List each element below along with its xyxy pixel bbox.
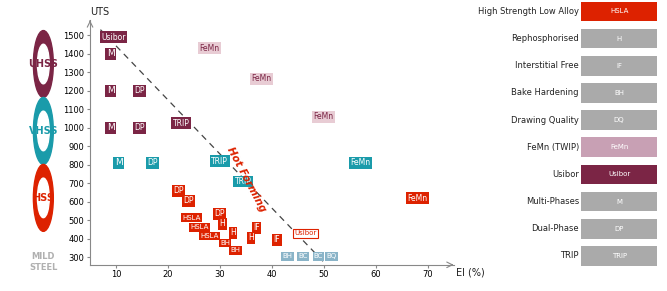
- Text: H: H: [248, 233, 254, 242]
- Text: H: H: [219, 219, 225, 228]
- Text: BC: BC: [298, 253, 307, 260]
- FancyBboxPatch shape: [581, 56, 657, 76]
- Text: BH: BH: [614, 90, 624, 96]
- Text: DP: DP: [147, 159, 157, 167]
- Text: Usibor: Usibor: [294, 230, 317, 236]
- Text: FeMn: FeMn: [313, 112, 334, 121]
- Text: TRIP: TRIP: [211, 157, 228, 166]
- Circle shape: [37, 178, 49, 218]
- Text: M: M: [107, 49, 115, 58]
- Text: BC: BC: [314, 253, 323, 260]
- FancyBboxPatch shape: [581, 246, 657, 266]
- Text: M: M: [115, 159, 123, 167]
- Text: FeMn: FeMn: [350, 159, 370, 167]
- Text: VHSS: VHSS: [29, 126, 58, 136]
- Text: Multi-Phases: Multi-Phases: [526, 197, 579, 206]
- Text: UHSS: UHSS: [29, 59, 58, 69]
- Text: HSLA: HSLA: [200, 233, 219, 239]
- Text: FeMn (TWIP): FeMn (TWIP): [527, 143, 579, 152]
- FancyBboxPatch shape: [581, 2, 657, 21]
- Text: IF: IF: [273, 235, 280, 244]
- Text: DQ: DQ: [614, 117, 624, 123]
- FancyBboxPatch shape: [581, 192, 657, 212]
- Text: Usibor: Usibor: [101, 33, 125, 42]
- Text: M: M: [616, 198, 622, 205]
- Text: DP: DP: [614, 226, 624, 232]
- Text: Usibor: Usibor: [552, 170, 579, 179]
- Text: BQ: BQ: [326, 253, 337, 260]
- Circle shape: [33, 164, 53, 231]
- Text: DP: DP: [215, 210, 225, 218]
- Text: TRIP: TRIP: [235, 177, 251, 186]
- Text: FeMn: FeMn: [251, 74, 271, 83]
- Text: BH: BH: [282, 253, 292, 260]
- Text: HSLA: HSLA: [190, 224, 208, 230]
- Text: FeMn: FeMn: [610, 144, 628, 150]
- Circle shape: [37, 111, 49, 151]
- Text: M: M: [107, 86, 115, 95]
- FancyBboxPatch shape: [581, 110, 657, 130]
- FancyBboxPatch shape: [581, 29, 657, 49]
- Text: Dual-Phase: Dual-Phase: [532, 224, 579, 233]
- Text: IF: IF: [253, 223, 259, 232]
- Text: Bake Hardening: Bake Hardening: [512, 88, 579, 97]
- FancyBboxPatch shape: [581, 83, 657, 103]
- Text: HSLA: HSLA: [610, 8, 628, 15]
- Text: Usibor: Usibor: [608, 171, 630, 178]
- Text: H: H: [230, 228, 235, 237]
- Text: BH: BH: [231, 247, 240, 253]
- FancyBboxPatch shape: [581, 219, 657, 239]
- Text: FeMn: FeMn: [199, 44, 219, 53]
- FancyBboxPatch shape: [581, 165, 657, 184]
- Text: Interstitial Free: Interstitial Free: [515, 61, 579, 70]
- Text: DP: DP: [173, 186, 183, 195]
- Text: TRIP: TRIP: [173, 119, 189, 128]
- Text: Drawing Quality: Drawing Quality: [511, 116, 579, 125]
- Text: IF: IF: [616, 63, 622, 69]
- Text: High Strength Low Alloy: High Strength Low Alloy: [478, 7, 579, 16]
- Text: TRIP: TRIP: [560, 251, 579, 260]
- Text: DP: DP: [183, 196, 194, 205]
- Text: BH: BH: [220, 240, 230, 246]
- Text: H: H: [616, 36, 622, 42]
- Text: Rephosphorised: Rephosphorised: [511, 34, 579, 43]
- Text: MILD
STEEL: MILD STEEL: [29, 252, 57, 272]
- Text: FeMn: FeMn: [407, 194, 428, 203]
- Text: HSS: HSS: [33, 193, 54, 203]
- Text: UTS: UTS: [90, 7, 109, 17]
- Text: DP: DP: [134, 86, 145, 95]
- Text: Hot Forming: Hot Forming: [225, 146, 267, 214]
- Text: TRIP: TRIP: [612, 253, 627, 259]
- Circle shape: [37, 44, 49, 84]
- Text: DP: DP: [134, 123, 145, 132]
- Text: M: M: [107, 123, 115, 132]
- Text: El (%): El (%): [456, 267, 485, 277]
- Circle shape: [33, 97, 53, 164]
- Circle shape: [33, 31, 53, 97]
- Text: HSLA: HSLA: [182, 214, 201, 221]
- FancyBboxPatch shape: [581, 137, 657, 157]
